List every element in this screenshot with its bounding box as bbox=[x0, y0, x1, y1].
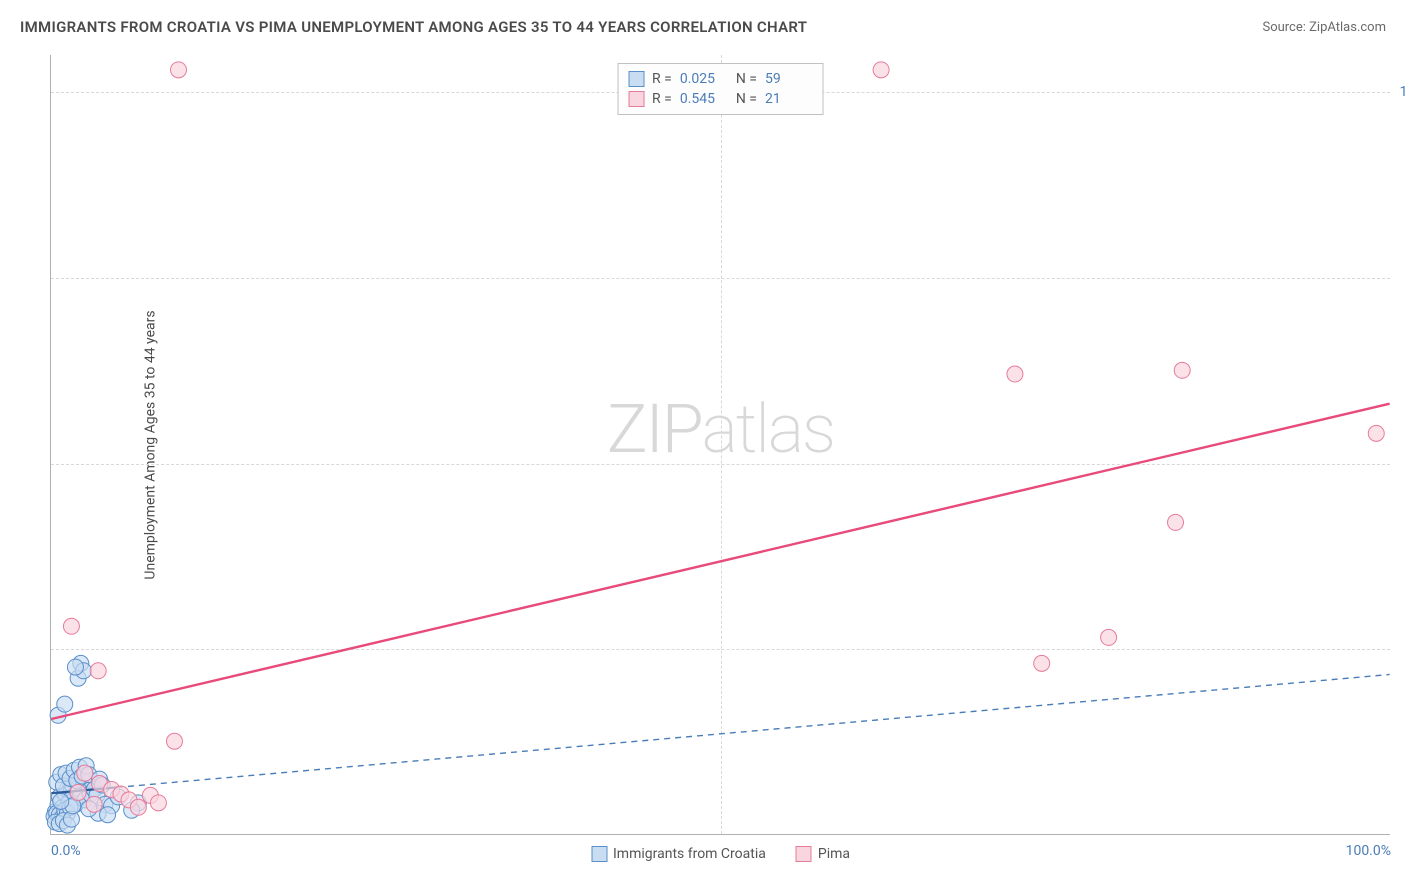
legend-label-1: Pima bbox=[818, 846, 850, 862]
legend-swatch-1 bbox=[796, 846, 812, 862]
r-label: R = bbox=[652, 91, 672, 107]
source-label: Source: ZipAtlas.com bbox=[1262, 20, 1386, 35]
n-value-1: 21 bbox=[765, 91, 813, 107]
swatch-series-0 bbox=[628, 71, 644, 87]
stats-row-series-0: R = 0.025 N = 59 bbox=[628, 69, 813, 89]
n-label: N = bbox=[736, 91, 757, 107]
chart-area: Unemployment Among Ages 35 to 44 years Z… bbox=[50, 55, 1390, 835]
legend-swatch-0 bbox=[591, 846, 607, 862]
swatch-series-1 bbox=[628, 91, 644, 107]
r-label: R = bbox=[652, 71, 672, 87]
n-label: N = bbox=[736, 71, 757, 87]
n-value-0: 59 bbox=[765, 71, 813, 87]
legend: Immigrants from Croatia Pima bbox=[591, 846, 850, 862]
legend-label-0: Immigrants from Croatia bbox=[613, 846, 766, 862]
title-bar: IMMIGRANTS FROM CROATIA VS PIMA UNEMPLOY… bbox=[20, 18, 1386, 36]
chart-title: IMMIGRANTS FROM CROATIA VS PIMA UNEMPLOY… bbox=[20, 18, 807, 36]
stats-box: R = 0.025 N = 59 R = 0.545 N = 21 bbox=[617, 63, 824, 115]
legend-item-1: Pima bbox=[796, 846, 850, 862]
stats-row-series-1: R = 0.545 N = 21 bbox=[628, 89, 813, 109]
r-value-0: 0.025 bbox=[680, 71, 728, 87]
r-value-1: 0.545 bbox=[680, 91, 728, 107]
legend-item-0: Immigrants from Croatia bbox=[591, 846, 766, 862]
scatter-plot bbox=[51, 55, 1390, 834]
